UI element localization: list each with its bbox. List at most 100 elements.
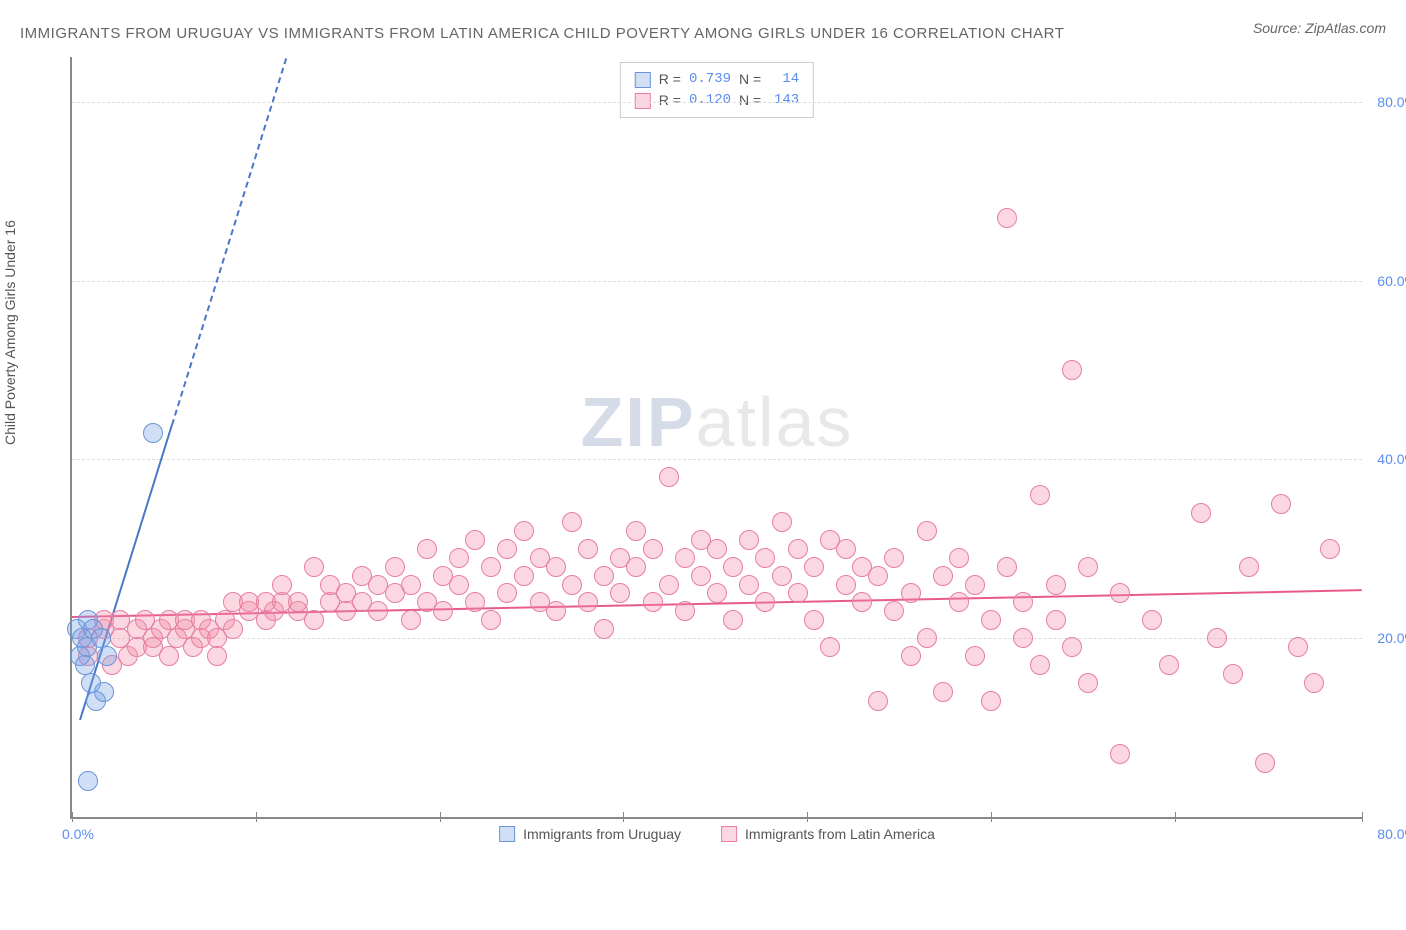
x-tick-label: 80.0% bbox=[1377, 826, 1406, 842]
marker-latin bbox=[1207, 628, 1227, 648]
x-tick bbox=[256, 812, 257, 822]
marker-latin bbox=[1046, 610, 1066, 630]
chart-header: IMMIGRANTS FROM URUGUAY VS IMMIGRANTS FR… bbox=[20, 20, 1386, 47]
marker-latin bbox=[546, 557, 566, 577]
marker-latin bbox=[997, 557, 1017, 577]
marker-latin bbox=[981, 610, 1001, 630]
x-tick bbox=[440, 812, 441, 822]
y-tick-label: 20.0% bbox=[1377, 630, 1406, 646]
marker-latin bbox=[820, 637, 840, 657]
watermark-zip: ZIP bbox=[581, 383, 696, 461]
gridline-h bbox=[72, 638, 1362, 639]
marker-latin bbox=[836, 539, 856, 559]
marker-latin bbox=[304, 610, 324, 630]
marker-latin bbox=[917, 628, 937, 648]
marker-latin bbox=[223, 619, 243, 639]
bottom-legend: Immigrants from Uruguay Immigrants from … bbox=[499, 826, 935, 842]
marker-latin bbox=[1320, 539, 1340, 559]
marker-latin bbox=[288, 592, 308, 612]
marker-latin bbox=[1191, 503, 1211, 523]
marker-latin bbox=[901, 583, 921, 603]
marker-latin bbox=[481, 557, 501, 577]
legend-swatch-latin bbox=[635, 93, 651, 109]
chart-container: Child Poverty Among Girls Under 16 ZIPat… bbox=[20, 57, 1386, 877]
marker-latin bbox=[304, 557, 324, 577]
marker-latin bbox=[1304, 673, 1324, 693]
marker-latin bbox=[772, 512, 792, 532]
marker-latin bbox=[514, 521, 534, 541]
marker-latin bbox=[497, 539, 517, 559]
marker-latin bbox=[610, 583, 630, 603]
marker-latin bbox=[868, 691, 888, 711]
marker-uruguay bbox=[94, 682, 114, 702]
marker-latin bbox=[578, 592, 598, 612]
marker-latin bbox=[626, 521, 646, 541]
legend-swatch-latin bbox=[721, 826, 737, 842]
marker-latin bbox=[465, 530, 485, 550]
marker-latin bbox=[949, 592, 969, 612]
chart-title: IMMIGRANTS FROM URUGUAY VS IMMIGRANTS FR… bbox=[20, 20, 1064, 47]
x-tick bbox=[807, 812, 808, 822]
marker-latin bbox=[272, 575, 292, 595]
marker-latin bbox=[626, 557, 646, 577]
legend-n-value-latin: 143 bbox=[769, 90, 799, 111]
x-tick bbox=[1362, 812, 1363, 822]
marker-latin bbox=[465, 592, 485, 612]
marker-latin bbox=[1223, 664, 1243, 684]
marker-latin bbox=[481, 610, 501, 630]
gridline-h bbox=[72, 281, 1362, 282]
marker-latin bbox=[901, 646, 921, 666]
legend-swatch-uruguay bbox=[635, 72, 651, 88]
marker-latin bbox=[401, 610, 421, 630]
marker-uruguay bbox=[78, 771, 98, 791]
marker-latin bbox=[417, 539, 437, 559]
marker-latin bbox=[659, 575, 679, 595]
marker-latin bbox=[755, 548, 775, 568]
marker-latin bbox=[1142, 610, 1162, 630]
marker-latin bbox=[159, 646, 179, 666]
legend-row-latin: R = 0.120 N = 143 bbox=[635, 90, 799, 111]
marker-latin bbox=[401, 575, 421, 595]
legend-row-uruguay: R = 0.739 N = 14 bbox=[635, 69, 799, 90]
marker-latin bbox=[1288, 637, 1308, 657]
marker-uruguay bbox=[97, 646, 117, 666]
marker-latin bbox=[546, 601, 566, 621]
marker-latin bbox=[755, 592, 775, 612]
trend-line bbox=[171, 58, 287, 425]
marker-latin bbox=[643, 592, 663, 612]
marker-latin bbox=[1078, 557, 1098, 577]
marker-latin bbox=[562, 575, 582, 595]
legend-n-value-uruguay: 14 bbox=[769, 69, 799, 90]
marker-latin bbox=[723, 610, 743, 630]
marker-latin bbox=[965, 646, 985, 666]
marker-latin bbox=[884, 548, 904, 568]
marker-latin bbox=[868, 566, 888, 586]
legend-n-label: N = bbox=[739, 69, 761, 90]
bottom-legend-label-latin: Immigrants from Latin America bbox=[745, 826, 935, 842]
y-axis-label: Child Poverty Among Girls Under 16 bbox=[2, 220, 18, 445]
marker-latin bbox=[1062, 360, 1082, 380]
marker-latin bbox=[207, 646, 227, 666]
bottom-legend-uruguay: Immigrants from Uruguay bbox=[499, 826, 681, 842]
marker-latin bbox=[884, 601, 904, 621]
marker-latin bbox=[1046, 575, 1066, 595]
x-tick bbox=[623, 812, 624, 822]
marker-latin bbox=[1030, 485, 1050, 505]
gridline-h bbox=[72, 459, 1362, 460]
marker-latin bbox=[804, 557, 824, 577]
gridline-h bbox=[72, 102, 1362, 103]
marker-latin bbox=[643, 539, 663, 559]
marker-latin bbox=[1013, 628, 1033, 648]
marker-latin bbox=[594, 619, 614, 639]
correlation-legend: R = 0.739 N = 14 R = 0.120 N = 143 bbox=[620, 62, 814, 118]
marker-latin bbox=[723, 557, 743, 577]
marker-latin bbox=[691, 566, 711, 586]
marker-latin bbox=[1013, 592, 1033, 612]
marker-latin bbox=[804, 610, 824, 630]
marker-latin bbox=[497, 583, 517, 603]
watermark-atlas: atlas bbox=[696, 383, 854, 461]
plot-area: ZIPatlas R = 0.739 N = 14 R = 0.120 N = … bbox=[70, 57, 1362, 819]
marker-latin bbox=[1062, 637, 1082, 657]
y-tick-label: 40.0% bbox=[1377, 451, 1406, 467]
marker-latin bbox=[1030, 655, 1050, 675]
